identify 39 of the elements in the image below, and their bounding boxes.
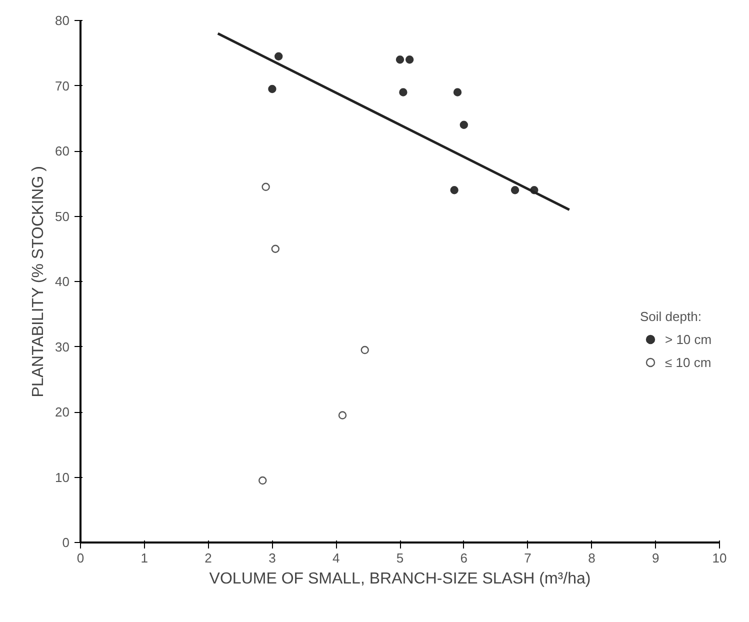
point [258,476,267,485]
x-tick-label: 5 [396,550,404,566]
y-axis-title: PLANTABILITY (% STOCKING ) [30,166,48,398]
point [338,411,347,420]
y-tick-label: 40 [55,274,70,289]
point [450,186,458,194]
y-tick-label: 10 [55,470,70,485]
y-tick-label: 70 [55,78,70,94]
point [396,56,404,64]
point [360,346,369,354]
x-tick-label: 10 [712,550,727,566]
point [271,244,280,253]
point [405,56,414,64]
x-tick-label: 9 [652,550,660,566]
point [399,88,408,96]
x-tick-label: 8 [588,550,596,566]
x-tick-label: 7 [524,550,532,566]
point [274,52,283,60]
x-tick-label: 3 [268,550,276,566]
x-tick-label: 4 [332,550,340,566]
point [453,88,462,96]
point [460,120,468,129]
x-tick-label: 6 [460,550,468,566]
legend-title: Soil depth: [640,309,702,324]
x-tick-label: 2 [204,550,212,566]
point [268,84,276,94]
y-tick-label: 60 [55,144,70,158]
x-tick-label: 0 [76,550,84,566]
y-tick-label: 80 [55,13,70,28]
legend-label: > 10 cm [665,332,712,346]
y-tick-label: 0 [62,535,70,550]
y-tick-label: 20 [55,404,70,420]
legend-label: ≤ 10 cm [665,354,712,370]
point [262,182,270,191]
x-axis-title: VOLUME OF SMALL, BRANCH-SIZE SLASH (m³/ha) [209,570,591,588]
y-tick-label: 50 [55,208,70,224]
point [510,186,520,194]
y-tick-label: 30 [55,339,70,354]
x-tick-label: 1 [140,550,148,566]
